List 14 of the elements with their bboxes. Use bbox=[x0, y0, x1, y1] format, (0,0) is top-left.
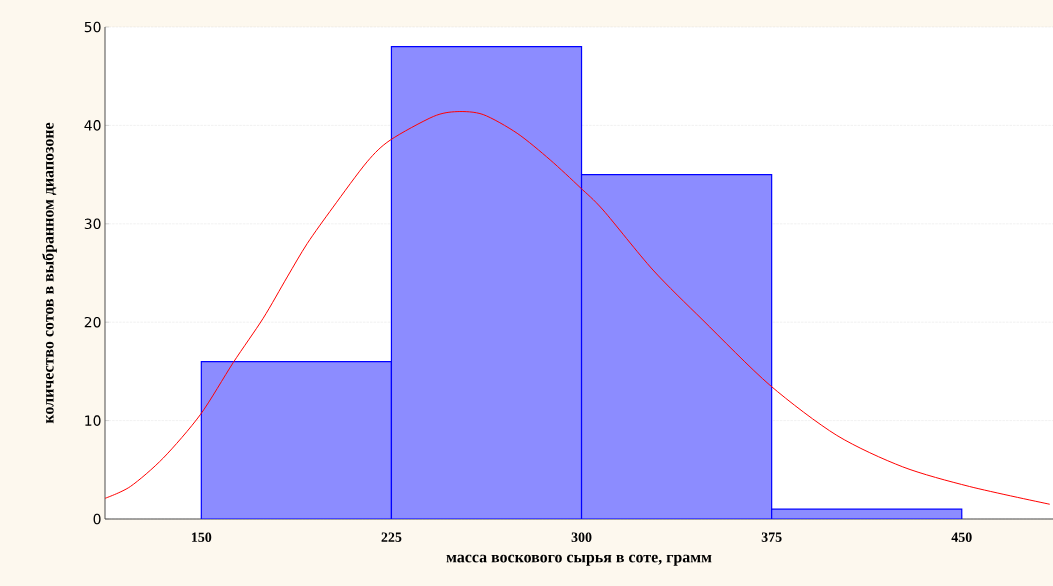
y-tick-label: 50 bbox=[84, 21, 101, 33]
x-tick-label: 300 bbox=[571, 532, 592, 542]
y-tick-label: 0 bbox=[93, 513, 101, 525]
x-tick-label: 225 bbox=[381, 532, 402, 542]
line-series bbox=[105, 111, 1051, 505]
x-tick-label: 375 bbox=[761, 532, 782, 542]
x-tick-label: 150 bbox=[191, 532, 212, 542]
y-axis-title: количество сотов в выбранном диапозоне bbox=[42, 122, 57, 424]
y-tick-label: 10 bbox=[85, 415, 101, 426]
x-tick-label: 450 bbox=[951, 532, 972, 542]
x-axis-title: масса воскового сырья в соте, грамм bbox=[446, 554, 712, 566]
y-tick-label: 30 bbox=[84, 218, 101, 230]
y-tick-label: 40 bbox=[84, 120, 101, 131]
y-tick-label: 20 bbox=[84, 316, 101, 328]
